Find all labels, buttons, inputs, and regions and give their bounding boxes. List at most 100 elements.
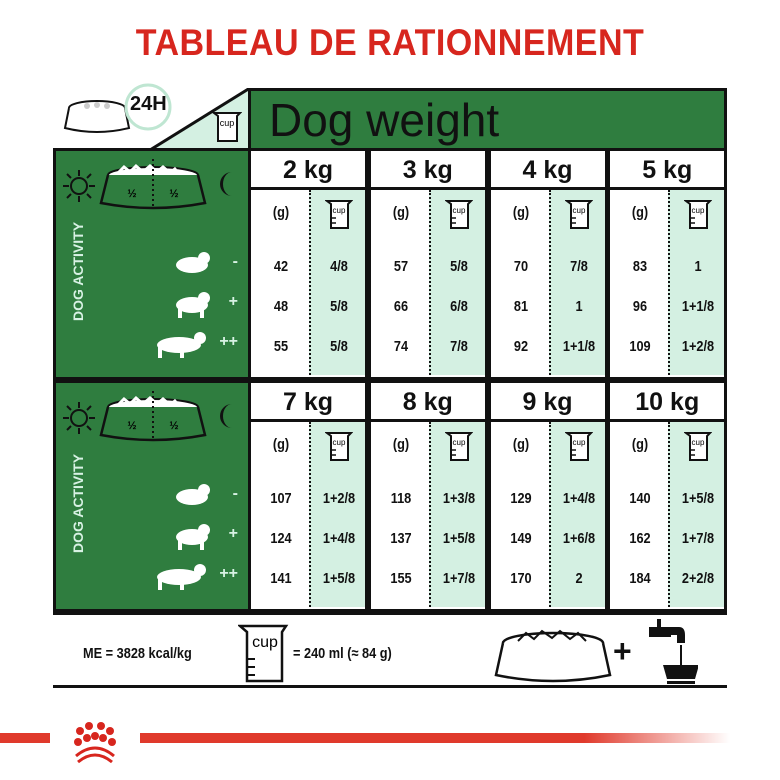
cups-value: 1+4/8 [562, 490, 595, 507]
cup-icon: cup [564, 432, 593, 461]
24h-label: 24H [130, 93, 167, 115]
grams-value: 155 [390, 570, 412, 587]
cup-icon: cup [444, 200, 473, 229]
svg-text:cup: cup [452, 206, 465, 215]
activity-level-lying: - [232, 253, 238, 270]
page-title: TABLEAU DE RATIONNEMENT [135, 22, 645, 63]
grams-value: 66 [393, 298, 408, 315]
weight-label: 7 kg [251, 380, 365, 422]
grams-value: 170 [509, 570, 532, 587]
activity-level-running: ++ [219, 333, 238, 350]
svg-text:cup: cup [572, 206, 585, 215]
svg-text:½: ½ [127, 420, 136, 432]
food-bowl-icon [63, 100, 131, 133]
grams-value: 184 [629, 570, 651, 587]
svg-text:cup: cup [452, 438, 465, 447]
cups-value: 1+6/8 [562, 530, 595, 547]
grams-value: 162 [629, 530, 651, 547]
activity-level-standing: + [228, 293, 238, 310]
clock-icon [124, 83, 172, 131]
cups-value: 1+2/8 [682, 338, 715, 355]
weight-column: 3 kg (g) cup 57 5/8 66 6/8 74 7/8 [367, 148, 488, 380]
grams-value: 81 [513, 298, 528, 315]
svg-text:cup: cup [220, 118, 235, 128]
grams-value: 140 [629, 490, 651, 507]
grams-value: 149 [509, 530, 532, 547]
grams-value: 107 [270, 490, 292, 507]
cups-value: 1+4/8 [322, 530, 356, 547]
cup-icon: cup [444, 432, 473, 461]
cups-value: 1+2/8 [322, 490, 356, 507]
grams-value: 48 [273, 298, 289, 315]
cup-equivalence: = 240 ml (≈ 84 g) [293, 645, 392, 662]
grams-value: 70 [513, 258, 528, 275]
svg-text:cup: cup [692, 206, 705, 215]
grams-value: 74 [393, 338, 408, 355]
dog-lying-icon [176, 484, 210, 505]
cup-icon: cup [684, 432, 713, 461]
brand-stripe [0, 733, 730, 743]
cups-value: 5/8 [330, 298, 348, 315]
weight-column: 8 kg (g) cup 118 1+3/8 137 1+5/8 155 1+7/8 [367, 380, 488, 612]
cups-value: 1+5/8 [322, 570, 356, 587]
weight-label: 2 kg [251, 148, 365, 190]
plus-sign: + [613, 633, 632, 669]
grams-unit: (g) [512, 436, 529, 453]
svg-text:cup: cup [572, 438, 585, 447]
grams-value: 137 [390, 530, 412, 547]
weight-column: 10 kg (g) cup 140 1+5/8 162 1+7/8 184 2+2/8 [607, 380, 728, 612]
grams-value: 129 [509, 490, 532, 507]
dog-activity-label: DOG ACTIVITY [70, 221, 86, 321]
grams-value: 96 [633, 298, 648, 315]
metabolizable-energy: ME = 3828 kcal/kg [83, 645, 192, 662]
svg-text:cup: cup [692, 438, 705, 447]
weight-column: 5 kg (g) cup 83 1 96 1+1/8 109 1+2/8 [607, 148, 728, 380]
svg-text:cup: cup [333, 438, 346, 447]
grams-unit: (g) [272, 204, 290, 221]
grams-value: 109 [629, 338, 651, 355]
activity-level-lying: - [232, 485, 238, 502]
cups-value: 1 [694, 258, 702, 275]
cups-value: 1+7/8 [442, 570, 475, 587]
grams-unit: (g) [272, 436, 290, 453]
dog-running-icon [157, 332, 206, 358]
cups-value: 7/8 [569, 258, 588, 275]
cup-icon: cup [564, 200, 593, 229]
cup-icon: cup [238, 624, 289, 683]
grams-value: 124 [270, 530, 292, 547]
svg-text:cup: cup [252, 634, 278, 651]
grams-unit: (g) [512, 204, 529, 221]
cup-icon: cup [684, 200, 713, 229]
svg-text:½: ½ [169, 420, 178, 432]
cups-value: 1+7/8 [682, 530, 715, 547]
activity-level-running: ++ [219, 565, 238, 582]
weight-label: 9 kg [490, 380, 605, 422]
cup-icon: cup [325, 432, 353, 461]
cups-value: 1+3/8 [442, 490, 475, 507]
cup-icon: cup [325, 200, 353, 229]
footer-info: ME = 3828 kcal/kg cup = 240 ml (≈ 84 g) … [53, 612, 727, 688]
cups-value: 2+2/8 [682, 570, 715, 587]
cups-value: 2 [574, 570, 583, 587]
cups-value: 7/8 [449, 338, 468, 355]
cups-value: 1+5/8 [442, 530, 475, 547]
weight-label: 5 kg [610, 148, 725, 190]
cups-value: 6/8 [449, 298, 468, 315]
svg-text:½: ½ [127, 188, 136, 200]
water-tap-icon [649, 619, 698, 684]
moon-icon [220, 172, 232, 196]
weight-column: 4 kg (g) cup 70 7/8 81 1 92 1+1/8 [487, 148, 608, 380]
dog-standing-icon [176, 524, 210, 550]
grams-unit: (g) [392, 436, 409, 453]
royal-canin-crown-logo [50, 718, 140, 768]
activity-level-standing: + [228, 525, 238, 542]
grams-value: 42 [273, 258, 289, 275]
weight-column: 7 kg (g) cup 107 1+2/8 124 1+4/8 141 1+5/8 [248, 380, 368, 612]
grams-value: 55 [273, 338, 289, 355]
dog-standing-icon [176, 292, 210, 318]
dog-lying-icon [176, 252, 210, 273]
weight-label: 3 kg [370, 148, 485, 190]
grams-value: 83 [633, 258, 648, 275]
